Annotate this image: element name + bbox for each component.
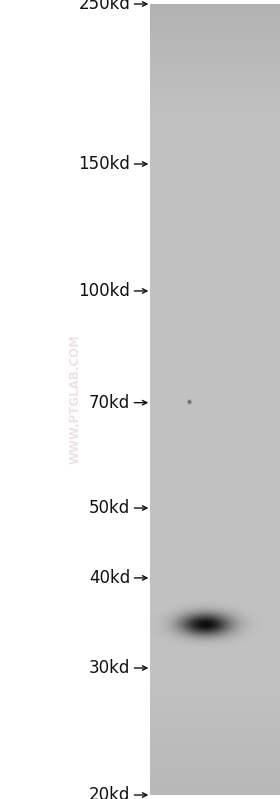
Text: WWW.PTGLAB.COM: WWW.PTGLAB.COM [69,335,82,464]
Text: 40kd: 40kd [89,569,130,587]
Text: 50kd: 50kd [89,499,130,517]
Text: 250kd: 250kd [78,0,130,13]
Text: 30kd: 30kd [89,659,130,677]
Text: 20kd: 20kd [89,786,130,799]
Text: 70kd: 70kd [89,394,130,411]
Text: 100kd: 100kd [78,282,130,300]
Text: 150kd: 150kd [78,155,130,173]
